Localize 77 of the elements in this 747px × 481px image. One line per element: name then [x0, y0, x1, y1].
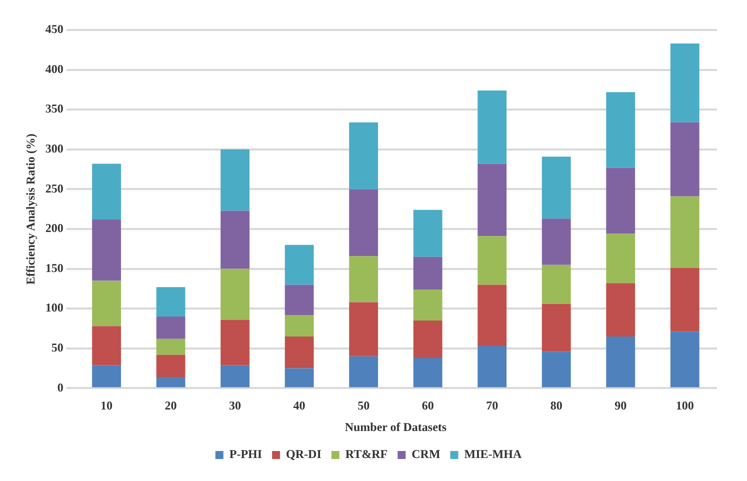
bar: [220, 210, 250, 269]
bar: [670, 196, 700, 268]
x-tick-label: 20: [164, 398, 177, 412]
y-tick-label: 350: [45, 102, 64, 116]
bar: [606, 168, 636, 234]
bar: [542, 304, 571, 352]
x-tick-label: 80: [550, 398, 562, 412]
legend-label: RT&RF: [345, 447, 388, 462]
bar: [220, 268, 250, 320]
bar: [413, 289, 442, 321]
bar: [349, 356, 378, 388]
bar: [413, 320, 442, 358]
bar: [606, 283, 636, 336]
bar: [606, 234, 636, 284]
bar: [542, 352, 571, 388]
bar: [606, 336, 636, 388]
bar: [92, 326, 121, 366]
y-tick-label: 450: [45, 22, 64, 36]
bar: [542, 264, 571, 304]
bar: [156, 354, 186, 378]
bar: [284, 336, 314, 368]
bar: [349, 302, 378, 356]
legend-label: P-PHI: [229, 447, 262, 462]
bar: [542, 156, 571, 219]
bar: [92, 280, 121, 326]
x-tick-label: 50: [358, 398, 370, 412]
bar: [349, 122, 378, 190]
x-tick-label: 60: [422, 398, 434, 412]
bar: [478, 284, 507, 346]
y-tick-label: 400: [45, 62, 64, 76]
legend-label: MIE-MHA: [464, 447, 522, 462]
y-tick-label: 250: [45, 181, 64, 196]
y-tick-label: 50: [51, 340, 64, 354]
x-tick-label: 30: [229, 398, 242, 412]
bar: [156, 316, 186, 339]
bar: [156, 338, 186, 355]
legend-label: QR-DI: [286, 447, 322, 462]
bar: [670, 122, 700, 196]
bar: [542, 218, 571, 265]
x-tick-label: 70: [486, 398, 498, 412]
bar: [670, 268, 700, 332]
y-axis-title: Efficiency Analysis Ratio (%): [23, 134, 38, 285]
bar: [670, 332, 700, 388]
x-tick-label: 100: [676, 398, 694, 412]
bar: [92, 219, 121, 281]
bar: [478, 236, 507, 285]
bar: [349, 189, 378, 256]
bar: [413, 210, 442, 257]
x-tick-label: 90: [614, 398, 627, 412]
x-axis-title: Number of Datasets: [344, 420, 447, 434]
bar: [413, 256, 442, 290]
y-tick-label: 0: [57, 380, 64, 394]
bar: [670, 44, 700, 122]
bar: [220, 149, 250, 211]
bar: [284, 314, 314, 336]
bar: [478, 164, 507, 236]
bar: [220, 320, 250, 366]
bar: [284, 244, 314, 285]
x-tick-label: 40: [293, 398, 306, 412]
bar: [156, 287, 186, 317]
bar: [349, 256, 378, 302]
legend-label: CRM: [412, 447, 440, 462]
bar: [284, 284, 314, 315]
x-tick-label: 10: [100, 398, 113, 412]
bar: [478, 346, 507, 388]
bar: [220, 365, 250, 388]
bar: [156, 377, 186, 388]
y-tick-label: 300: [45, 141, 64, 156]
y-tick-label: 150: [45, 260, 64, 275]
bar: [413, 358, 442, 388]
bar: [606, 92, 636, 168]
bar: [284, 368, 314, 388]
bar: [92, 365, 121, 388]
y-tick-label: 100: [45, 300, 64, 315]
bar: [478, 90, 507, 164]
y-tick-label: 200: [45, 221, 64, 236]
bar: [92, 164, 121, 220]
